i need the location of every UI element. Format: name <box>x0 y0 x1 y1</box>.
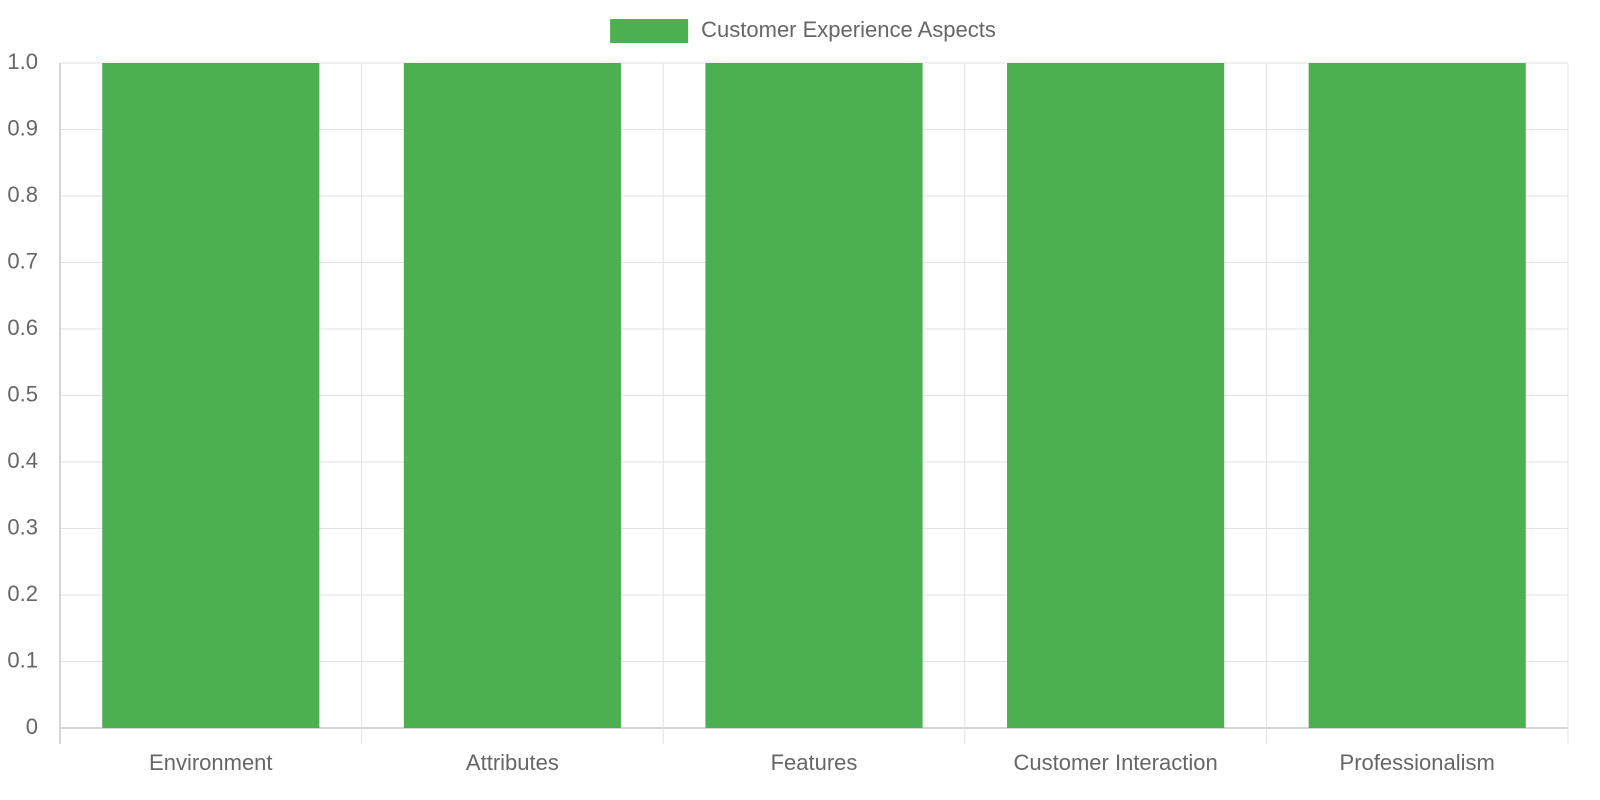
y-tick-label: 0.9 <box>7 115 38 140</box>
bar <box>102 63 320 728</box>
legend-label: Customer Experience Aspects <box>701 17 996 42</box>
bar <box>1007 63 1225 728</box>
y-tick-label: 0.8 <box>7 182 38 207</box>
x-tick-label: Features <box>771 750 858 775</box>
x-tick-label: Professionalism <box>1340 750 1495 775</box>
x-tick-label: Customer Interaction <box>1013 750 1217 775</box>
bar <box>705 63 923 728</box>
legend-swatch <box>610 19 689 43</box>
y-tick-label: 0 <box>26 714 38 739</box>
legend-item[interactable]: Customer Experience Aspects <box>610 17 996 43</box>
y-tick-label: 0.4 <box>7 448 38 473</box>
bar <box>403 63 621 728</box>
y-tick-label: 0.2 <box>7 581 38 606</box>
x-tick-label: Attributes <box>466 750 559 775</box>
legend: Customer Experience Aspects <box>610 17 996 43</box>
bar <box>1308 63 1526 728</box>
y-tick-label: 0.3 <box>7 514 38 539</box>
y-tick-label: 0.5 <box>7 381 38 406</box>
y-tick-label: 1.0 <box>7 49 38 74</box>
x-tick-label: Environment <box>149 750 273 775</box>
y-tick-label: 0.6 <box>7 315 38 340</box>
y-tick-label: 0.7 <box>7 248 38 273</box>
y-tick-label: 0.1 <box>7 647 38 672</box>
